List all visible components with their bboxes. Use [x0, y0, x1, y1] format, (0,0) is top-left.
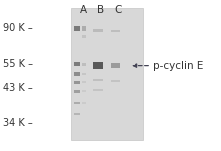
Bar	[74, 62, 80, 66]
Bar	[93, 89, 103, 91]
Text: A: A	[80, 5, 87, 15]
Bar	[111, 63, 120, 68]
Bar	[74, 112, 80, 115]
Bar	[71, 8, 143, 140]
Bar	[82, 35, 86, 38]
Text: 34 K –: 34 K –	[3, 118, 33, 128]
Text: 90 K –: 90 K –	[3, 23, 33, 33]
Text: C: C	[114, 5, 122, 15]
Text: 55 K –: 55 K –	[3, 59, 33, 69]
Bar	[93, 29, 103, 32]
Bar	[111, 30, 120, 32]
Bar	[93, 63, 103, 69]
Bar	[74, 90, 80, 93]
Bar	[74, 72, 80, 76]
Text: p-cyclin E: p-cyclin E	[153, 61, 204, 71]
Bar	[74, 102, 80, 104]
Text: B: B	[97, 5, 104, 15]
Bar	[82, 102, 86, 104]
Bar	[74, 26, 80, 31]
Bar	[82, 26, 86, 31]
Bar	[74, 81, 80, 84]
Text: 43 K –: 43 K –	[3, 83, 33, 93]
Bar	[82, 90, 86, 92]
Bar	[111, 80, 120, 82]
Bar	[82, 73, 86, 75]
Bar	[82, 81, 86, 83]
Bar	[82, 63, 86, 66]
Bar	[93, 79, 103, 81]
